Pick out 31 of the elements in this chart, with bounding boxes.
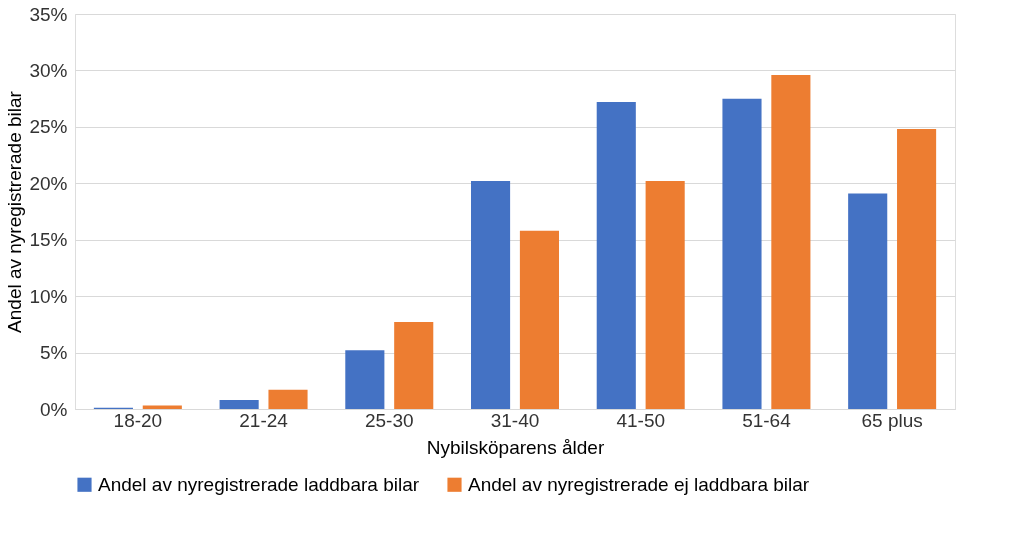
bar <box>848 193 888 409</box>
bar <box>722 98 762 409</box>
legend-label: Andel av nyregistrerade laddbara bilar <box>98 473 420 495</box>
bar <box>897 129 937 409</box>
y-tick-label: 15% <box>29 229 68 251</box>
bar <box>219 399 259 409</box>
bar <box>645 181 685 409</box>
bar <box>268 389 308 409</box>
bar <box>771 74 811 409</box>
y-tick-label: 35% <box>29 3 68 25</box>
y-axis-title: Andel av nyregistrerade bilar <box>4 90 26 333</box>
y-tick-label: 0% <box>40 398 68 420</box>
x-tick-label: 21-24 <box>239 409 289 431</box>
y-tick-label: 20% <box>29 172 68 194</box>
bar <box>471 181 511 409</box>
x-tick-label: 65 plus <box>861 409 923 431</box>
x-tick-label: 41-50 <box>616 409 666 431</box>
bar <box>345 350 385 409</box>
x-tick-label: 18-20 <box>113 409 163 431</box>
x-tick-label: 31-40 <box>490 409 540 431</box>
x-tick-label: 25-30 <box>364 409 414 431</box>
x-tick-label: 51-64 <box>742 409 792 431</box>
bar <box>394 322 434 409</box>
legend-label: Andel av nyregistrerade ej laddbara bilar <box>468 473 810 495</box>
y-tick-label: 5% <box>40 342 68 364</box>
x-axis-title: Nybilsköparens ålder <box>426 436 605 458</box>
y-tick-label: 10% <box>29 285 68 307</box>
y-tick-label: 25% <box>29 116 68 138</box>
y-tick-label: 30% <box>29 59 68 81</box>
bar <box>519 230 559 409</box>
bar <box>596 102 636 409</box>
